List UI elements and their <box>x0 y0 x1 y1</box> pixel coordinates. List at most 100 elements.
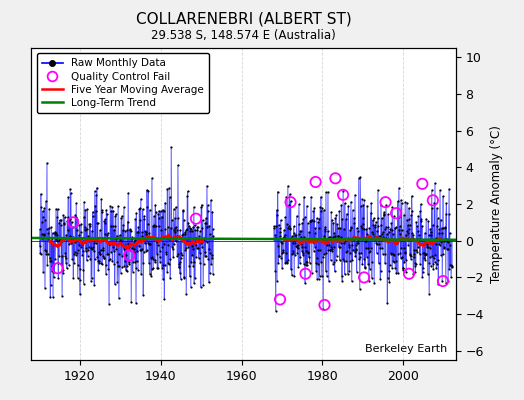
Point <box>298 244 306 250</box>
Point <box>96 251 104 258</box>
Point <box>300 244 309 250</box>
Point <box>162 235 171 241</box>
Point <box>127 298 136 305</box>
Point <box>431 252 440 258</box>
Point <box>309 239 317 246</box>
Point <box>289 240 298 246</box>
Point <box>326 257 335 264</box>
Point <box>206 270 214 276</box>
Point <box>275 221 283 228</box>
Point <box>429 261 437 267</box>
Point <box>337 240 345 247</box>
Point <box>53 206 62 212</box>
Point <box>93 220 102 226</box>
Point <box>169 234 177 241</box>
Point <box>128 268 137 275</box>
Point <box>275 253 283 260</box>
Point <box>178 238 186 245</box>
Point <box>308 270 316 276</box>
Point <box>153 239 161 245</box>
Point <box>442 210 450 217</box>
Point <box>424 232 433 238</box>
Point <box>122 251 130 258</box>
Point <box>381 199 390 205</box>
Point <box>409 232 417 238</box>
Point <box>141 228 149 234</box>
Point <box>298 248 306 255</box>
Point <box>200 234 209 241</box>
Point <box>97 260 105 266</box>
Point <box>291 252 299 258</box>
Point <box>352 246 361 253</box>
Point <box>174 261 183 267</box>
Point <box>326 247 334 253</box>
Point <box>208 255 216 261</box>
Point <box>207 197 215 203</box>
Point <box>164 242 172 248</box>
Point <box>99 244 107 251</box>
Point <box>282 259 290 265</box>
Point <box>62 232 70 238</box>
Point <box>162 250 170 257</box>
Point <box>304 250 313 256</box>
Point <box>206 235 215 241</box>
Point <box>320 251 329 258</box>
Point <box>330 230 339 236</box>
Point <box>132 265 140 271</box>
Point <box>347 278 356 285</box>
Point <box>167 235 176 241</box>
Point <box>408 230 417 236</box>
Point <box>406 251 414 258</box>
Point <box>71 214 80 220</box>
Point <box>361 264 369 270</box>
Point <box>202 220 211 226</box>
Point <box>430 238 438 244</box>
Point <box>145 260 153 266</box>
Point <box>183 188 192 194</box>
Point <box>362 245 370 251</box>
Point <box>154 242 162 248</box>
Point <box>90 240 98 247</box>
Point <box>73 215 82 222</box>
Point <box>166 194 174 200</box>
Point <box>130 240 138 247</box>
Point <box>194 224 202 230</box>
Point <box>202 239 211 245</box>
Point <box>199 217 207 223</box>
Point <box>182 244 190 251</box>
Point <box>46 257 54 264</box>
Point <box>112 246 121 252</box>
Point <box>181 229 189 236</box>
Point <box>78 241 86 247</box>
Point <box>147 235 155 242</box>
Point <box>150 222 158 228</box>
Point <box>323 237 332 244</box>
Point <box>125 226 134 232</box>
Point <box>325 242 333 248</box>
Point <box>37 204 46 211</box>
Point <box>48 235 56 241</box>
Point <box>36 251 45 257</box>
Point <box>58 238 66 244</box>
Point <box>428 205 436 211</box>
Point <box>335 238 343 244</box>
Point <box>421 250 430 257</box>
Point <box>363 202 372 209</box>
Point <box>60 214 69 220</box>
Point <box>108 203 116 210</box>
Point <box>444 211 453 217</box>
Point <box>319 238 327 244</box>
Point <box>183 193 192 199</box>
Point <box>322 250 331 256</box>
Point <box>173 253 181 260</box>
Point <box>315 272 324 279</box>
Point <box>149 265 157 272</box>
Point <box>395 185 403 191</box>
Point <box>346 258 354 264</box>
Point <box>206 250 214 256</box>
Point <box>95 260 103 266</box>
Point <box>305 260 314 266</box>
Point <box>123 263 132 270</box>
Point <box>279 234 288 241</box>
Point <box>354 240 362 246</box>
